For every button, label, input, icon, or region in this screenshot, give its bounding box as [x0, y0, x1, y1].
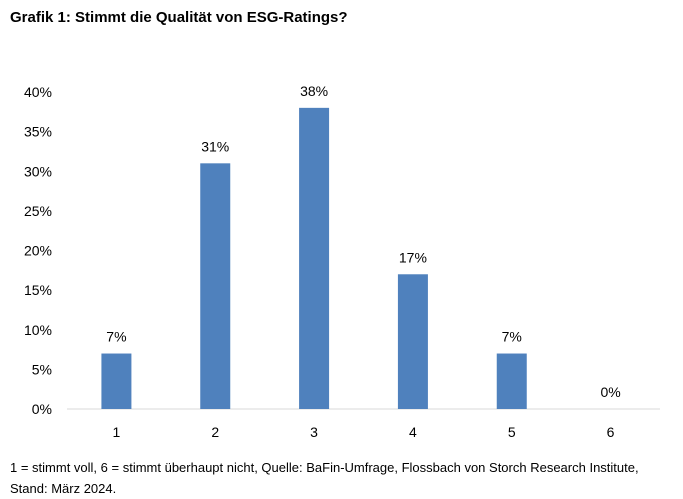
y-tick-label: 15% — [24, 282, 52, 298]
chart-title: Grafik 1: Stimmt die Qualität von ESG-Ra… — [10, 9, 348, 26]
bar-4 — [397, 274, 428, 409]
y-tick-label: 35% — [24, 124, 52, 140]
y-axis: 0% 5% 10% 15% 20% 25% 30% 35% 40% — [24, 84, 52, 417]
data-label-4: 17% — [399, 249, 427, 265]
data-labels: 7% 31% 38% 17% 7% 0% — [106, 83, 620, 400]
y-tick-label: 40% — [24, 84, 52, 100]
x-tick-label: 5 — [508, 424, 516, 440]
bar-3 — [299, 107, 330, 409]
bar-1 — [101, 353, 132, 409]
data-label-1: 7% — [106, 329, 126, 345]
y-tick-label: 5% — [32, 361, 52, 377]
y-tick-label: 0% — [32, 401, 52, 417]
chart-footnote: 1 = stimmt voll, 6 = stimmt überhaupt ni… — [10, 460, 639, 496]
y-tick-label: 10% — [24, 322, 52, 338]
x-tick-label: 6 — [607, 424, 615, 440]
x-tick-label: 2 — [211, 424, 219, 440]
data-label-6: 0% — [600, 384, 620, 400]
x-tick-label: 1 — [113, 424, 121, 440]
data-label-5: 7% — [502, 329, 522, 345]
y-tick-label: 30% — [24, 163, 52, 179]
y-tick-label: 25% — [24, 203, 52, 219]
x-tick-label: 4 — [409, 424, 417, 440]
bars — [101, 107, 527, 409]
data-label-3: 38% — [300, 83, 328, 99]
bar-5 — [496, 353, 527, 409]
bar-2 — [200, 163, 231, 409]
x-axis: 1 2 3 4 5 6 — [113, 424, 615, 440]
data-label-2: 31% — [201, 138, 229, 154]
y-tick-label: 20% — [24, 243, 52, 259]
x-tick-label: 3 — [310, 424, 318, 440]
